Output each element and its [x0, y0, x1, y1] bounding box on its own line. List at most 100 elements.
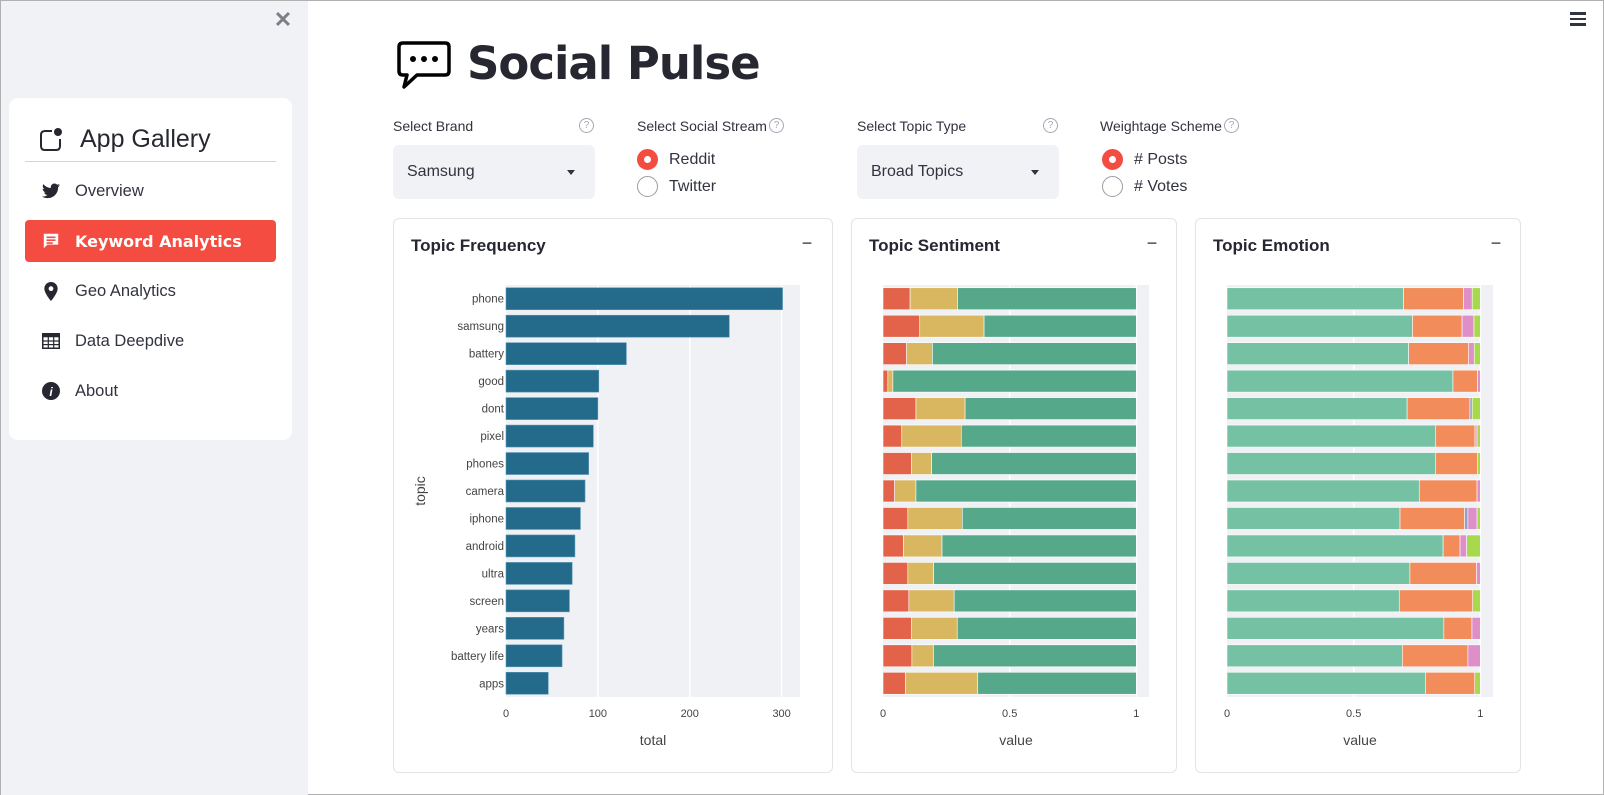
- sidebar-item-data-deepdive[interactable]: Data Deepdive: [25, 320, 276, 362]
- segment-negative-dont: [882, 397, 917, 420]
- segment-emotion-5-apps: [1474, 671, 1481, 695]
- table-icon: [41, 331, 61, 351]
- x-tick-label: 100: [589, 708, 607, 720]
- segment-emotion-5-android: [1466, 534, 1481, 558]
- segment-emotion-5-phone: [1471, 287, 1481, 311]
- bar-android: [505, 534, 576, 558]
- brand-help-icon[interactable]: ?: [579, 118, 594, 133]
- main-menu-button[interactable]: [1570, 12, 1586, 26]
- x-axis-title: value: [1343, 732, 1377, 748]
- svg-text:i: i: [49, 385, 53, 399]
- collapse-button[interactable]: −: [801, 233, 813, 253]
- stream-help-icon[interactable]: ?: [769, 118, 784, 133]
- segment-neutral-iphone: [907, 507, 963, 530]
- brand-select-value: Samsung: [407, 163, 475, 180]
- sidebar-item-overview[interactable]: Overview: [25, 170, 276, 212]
- radio-label: Twitter: [669, 177, 717, 195]
- bar-years: [505, 617, 565, 640]
- segment-emotion-5-battery: [1473, 342, 1481, 365]
- topic-sentiment-chart: 0 0.5 1 value: [880, 285, 1149, 748]
- segment-emotion-2-phones: [1435, 452, 1478, 475]
- topic-frequency-card: Topic Frequency − 0 100 200 300 total phone sa…: [393, 218, 833, 773]
- sidebar-item-geo-analytics[interactable]: Geo Analytics: [25, 270, 276, 312]
- segment-neutral-ultra: [907, 562, 934, 585]
- chevron-down-icon: [567, 169, 575, 175]
- segment-emotion-1-camera: [1226, 479, 1420, 503]
- x-tick-label: 1: [1133, 708, 1139, 720]
- segment-neutral-samsung: [919, 314, 985, 338]
- y-tick-label: battery life: [451, 651, 504, 663]
- sidebar-item-keyword-analytics[interactable]: Keyword Analytics: [25, 220, 276, 262]
- segment-neutral-camera: [894, 479, 917, 503]
- close-sidebar-button[interactable]: ✕: [273, 9, 293, 31]
- segment-emotion-4-camera: [1476, 479, 1481, 503]
- segment-emotion-5-dont: [1471, 397, 1481, 420]
- segment-emotion-2-android: [1442, 534, 1461, 558]
- segment-emotion-1-iphone: [1226, 507, 1401, 530]
- stream-option-reddit[interactable]: Reddit: [637, 149, 715, 170]
- y-tick-label: ultra: [482, 568, 505, 580]
- topic-type-label: Select Topic Type: [857, 118, 967, 134]
- segment-emotion-1-ultra: [1226, 562, 1411, 585]
- x-tick-label: 0.5: [1346, 708, 1361, 720]
- weightage-option-votes[interactable]: # Votes: [1102, 176, 1187, 197]
- brand-select[interactable]: Samsung: [393, 145, 595, 199]
- radio-label: # Posts: [1134, 150, 1188, 168]
- bar-battery-life: [505, 644, 563, 668]
- bar-dont: [505, 397, 599, 420]
- radio-selected[interactable]: [637, 149, 658, 170]
- segment-emotion-1-phone: [1226, 287, 1404, 311]
- segment-emotion-2-good: [1452, 369, 1478, 393]
- radio-selected[interactable]: [1102, 149, 1123, 170]
- sidebar-item-label: About: [75, 381, 119, 400]
- y-axis-title: topic: [412, 476, 428, 506]
- sidebar-item-about[interactable]: i About: [25, 370, 276, 412]
- segment-neutral-pixel: [901, 424, 962, 448]
- bar-phones: [505, 452, 589, 475]
- segment-positive-pixel: [960, 424, 1137, 448]
- bar-pixel: [505, 424, 594, 448]
- topic-type-select[interactable]: Broad Topics: [857, 145, 1059, 199]
- collapse-button[interactable]: −: [1490, 233, 1502, 253]
- radio-unselected[interactable]: [637, 176, 658, 197]
- segment-emotion-1-screen: [1226, 589, 1400, 613]
- y-tick-label: good: [478, 376, 504, 388]
- y-tick-label: battery: [469, 349, 504, 361]
- y-tick-label: pixel: [480, 431, 504, 443]
- topic-type-help-icon[interactable]: ?: [1043, 118, 1058, 133]
- segment-positive-battery-life: [933, 644, 1137, 668]
- segment-emotion-4-good: [1477, 369, 1481, 393]
- segment-emotion-2-camera: [1418, 479, 1478, 503]
- weightage-option-posts[interactable]: # Posts: [1102, 149, 1187, 170]
- segment-positive-android: [941, 534, 1137, 558]
- segment-emotion-3-iphone: [1464, 507, 1469, 530]
- sidebar-item-label: Data Deepdive: [75, 331, 185, 350]
- collapse-button[interactable]: −: [1146, 233, 1158, 253]
- segment-positive-iphone: [961, 507, 1137, 530]
- segment-negative-battery-life: [882, 644, 913, 668]
- navigation-menu: App Gallery Overview Keyword Analytics G…: [9, 98, 292, 440]
- weightage-help-icon[interactable]: ?: [1224, 118, 1239, 133]
- segment-emotion-2-screen: [1398, 589, 1474, 613]
- y-tick-label: android: [466, 541, 504, 553]
- segment-emotion-3-dont: [1469, 397, 1473, 420]
- topic-emotion-chart: 0 0.5 1 value: [1224, 285, 1493, 748]
- x-axis-title: total: [640, 732, 666, 748]
- x-tick-label: 0: [503, 708, 509, 720]
- card-title: Topic Frequency: [411, 236, 546, 255]
- segment-emotion-2-phone: [1403, 287, 1464, 311]
- x-tick-label: 1: [1477, 708, 1483, 720]
- y-tick-label: dont: [482, 404, 505, 416]
- segment-emotion-5-phones: [1476, 452, 1481, 475]
- radio-unselected[interactable]: [1102, 176, 1123, 197]
- segment-positive-samsung: [983, 314, 1137, 338]
- sidebar-item-label: Keyword Analytics: [75, 231, 242, 251]
- bar-samsung: [505, 314, 730, 338]
- segment-positive-phone: [957, 287, 1137, 311]
- segment-emotion-1-battery-life: [1226, 644, 1403, 668]
- topic-frequency-chart: 0 100 200 300 total phone samsung battery good do…: [412, 285, 800, 748]
- stream-option-twitter[interactable]: Twitter: [637, 176, 716, 197]
- segment-emotion-4-iphone: [1467, 507, 1478, 530]
- segment-neutral-good: [887, 369, 894, 393]
- segment-emotion-2-battery: [1408, 342, 1469, 365]
